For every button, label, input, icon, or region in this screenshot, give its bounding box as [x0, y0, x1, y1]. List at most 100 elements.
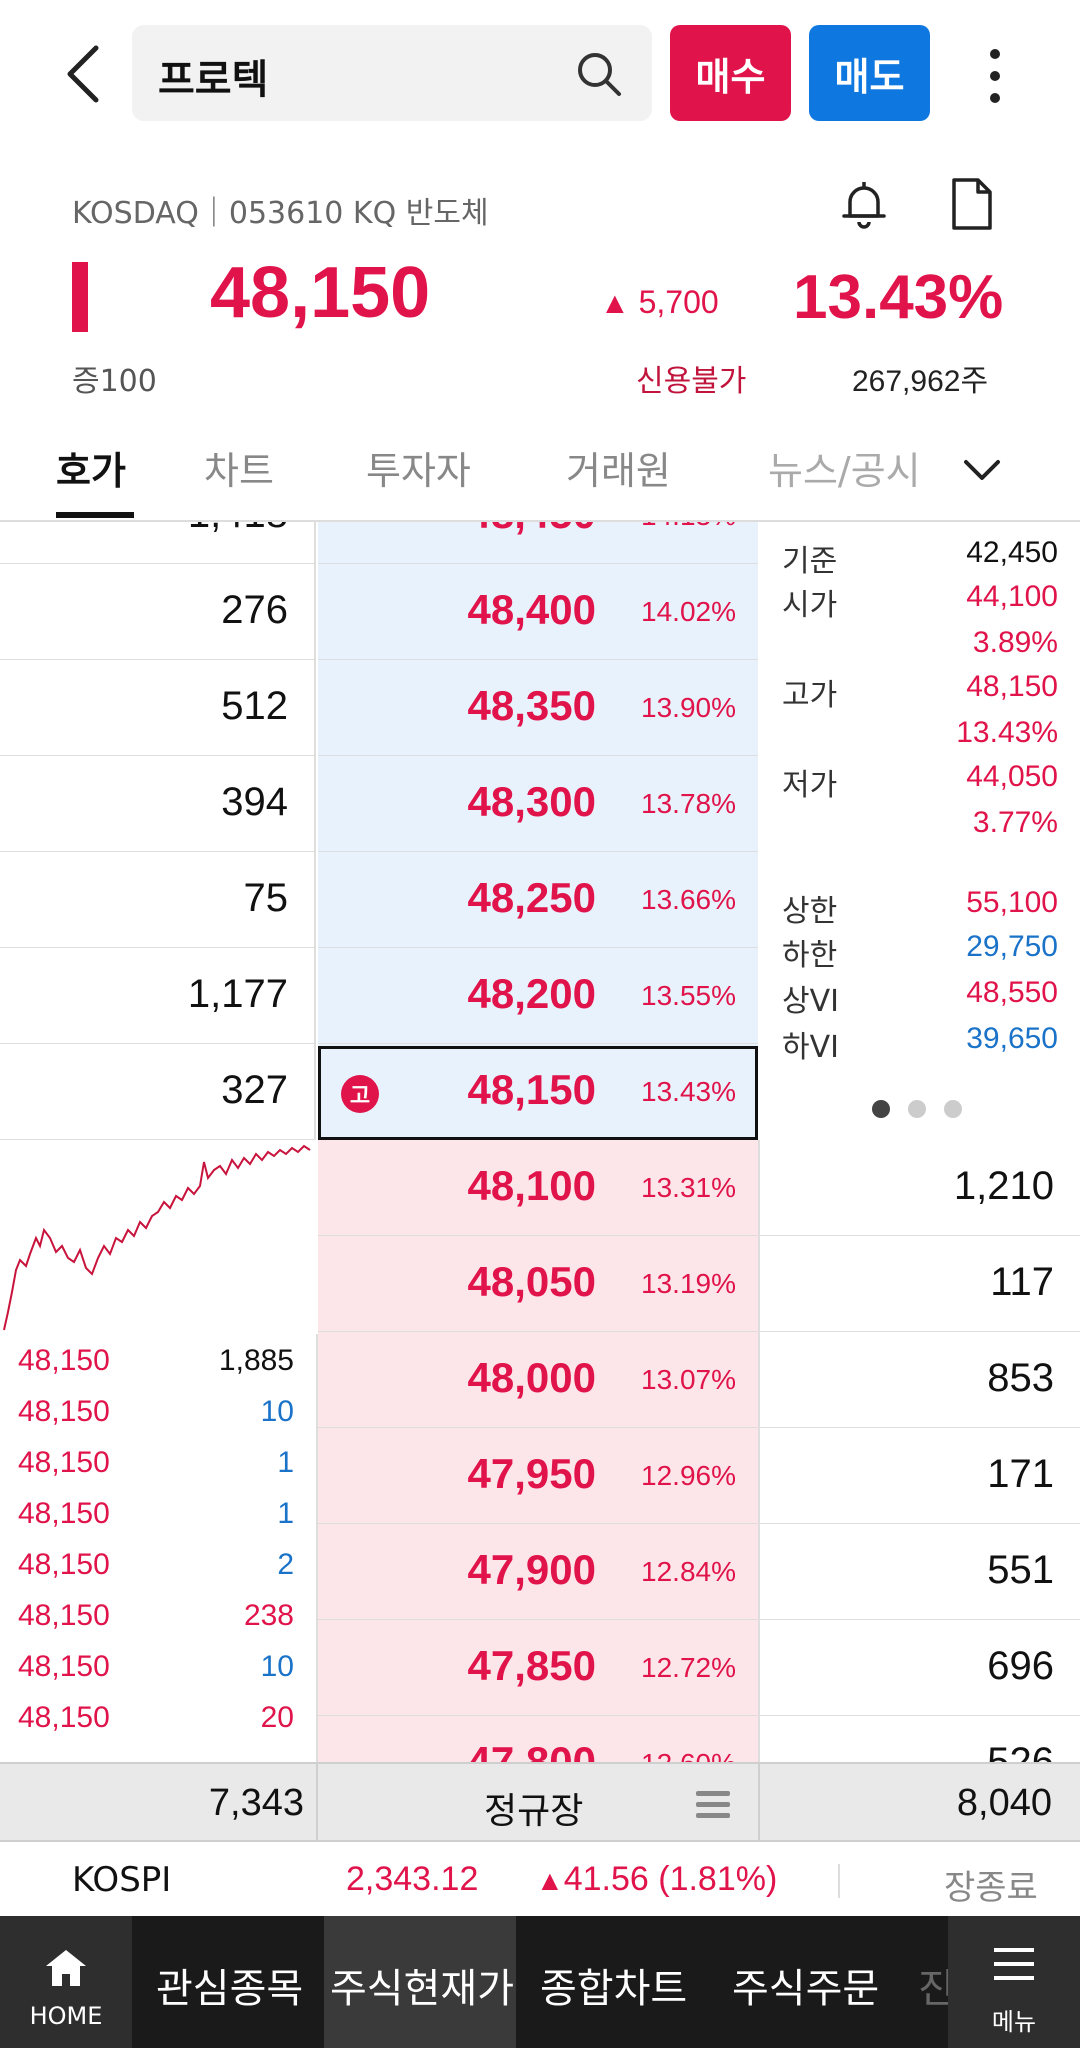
- upper-limit-value: 55,100: [966, 886, 1058, 919]
- ask-price: 48,400: [467, 586, 596, 633]
- bid-row[interactable]: 47,800 12.60% 526: [0, 1716, 1080, 1762]
- triangle-up-icon: ▲: [536, 1865, 564, 1896]
- ask-qty: 512: [221, 684, 288, 728]
- trade-price: 48,150: [18, 1701, 110, 1734]
- bid-rate: 12.72%: [641, 1652, 736, 1683]
- chevron-down-icon[interactable]: [960, 448, 1004, 492]
- ask-price: 48,200: [467, 970, 596, 1017]
- trade-price: 48,150: [18, 1548, 110, 1581]
- sell-button[interactable]: 매도: [809, 25, 930, 121]
- trades-divider: [316, 1334, 318, 1764]
- totals-bar: 7,343 정규장 8,040: [0, 1762, 1080, 1842]
- bid-price: 48,050: [467, 1258, 596, 1305]
- trade-row: 48,150 10: [0, 1395, 316, 1446]
- tab-orderbook[interactable]: 호가: [56, 449, 126, 493]
- back-arrow-icon[interactable]: [58, 42, 114, 106]
- nav-watchlist[interactable]: 관심종목: [156, 1966, 304, 2012]
- base-price-value: 42,450: [966, 536, 1058, 569]
- totals-divider: [316, 1764, 318, 1842]
- ask-qty: 1,177: [187, 972, 288, 1016]
- tabs-divider: [0, 520, 1080, 522]
- trade-price: 48,150: [18, 1650, 110, 1683]
- ask-row[interactable]: 512 48,350 13.90%: [0, 660, 1080, 756]
- buy-button[interactable]: 매수: [670, 25, 791, 121]
- ask-price: 48,350: [467, 682, 596, 729]
- base-price-label: 기준: [782, 544, 838, 579]
- bid-row[interactable]: 47,900 12.84% 551: [0, 1524, 1080, 1620]
- ask-qty: 327: [221, 1068, 288, 1112]
- tab-broker[interactable]: 거래원: [566, 449, 671, 493]
- margin-unit: 증100: [72, 364, 157, 399]
- ask-qty: 75: [243, 876, 289, 920]
- upper-limit-label: 상한: [782, 894, 838, 929]
- tab-investor[interactable]: 투자자: [366, 449, 471, 493]
- bid-row[interactable]: 48,100 13.31% 1,210: [0, 1140, 1080, 1236]
- trade-qty: 10: [260, 1650, 294, 1683]
- trade-qty: 2: [277, 1548, 294, 1581]
- nav-home[interactable]: HOME: [0, 1916, 132, 2048]
- page-dot[interactable]: [944, 1100, 962, 1118]
- ask-qty: 1,418: [187, 492, 288, 536]
- bid-price: 47,800: [467, 1738, 596, 1762]
- trade-qty: 20: [260, 1701, 294, 1734]
- bid-qty: 171: [987, 1452, 1054, 1496]
- search-icon[interactable]: [574, 49, 624, 99]
- ask-row[interactable]: 75 48,250 13.66%: [0, 852, 1080, 948]
- tab-chart[interactable]: 차트: [204, 449, 274, 493]
- bid-qty: 551: [987, 1548, 1054, 1592]
- price-info-panel[interactable]: 기준 42,450 시가 44,100 3.89% 고가 48,150 13.4…: [760, 522, 1080, 1142]
- index-name: KOSPI: [72, 1860, 172, 1900]
- bid-price: 47,900: [467, 1546, 596, 1593]
- ask-row-current[interactable]: 327 48,150 13.43%: [0, 1044, 1080, 1140]
- nav-current-price[interactable]: 주식현재가: [330, 1966, 514, 2012]
- price-change: ▲ 5,700: [600, 284, 719, 321]
- bid-row[interactable]: 47,950 12.96% 171: [0, 1428, 1080, 1524]
- trade-qty: 1,885: [218, 1344, 294, 1377]
- ask-rate: 14.02%: [641, 596, 736, 627]
- ask-row[interactable]: 394 48,300 13.78%: [0, 756, 1080, 852]
- index-change-value: 41.56 (1.81%): [563, 1860, 778, 1898]
- index-ticker[interactable]: KOSPI 2,343.12 ▲41.56 (1.81%) 장종료: [0, 1842, 1080, 1916]
- nav-menu[interactable]: 메뉴: [948, 1916, 1080, 2048]
- index-change: ▲41.56 (1.81%): [536, 1860, 777, 1899]
- bid-row[interactable]: 47,850 12.72% 696: [0, 1620, 1080, 1716]
- nav-chart[interactable]: 종합차트: [540, 1966, 688, 2012]
- session-lines-icon[interactable]: [694, 1786, 732, 1824]
- ask-row[interactable]: 1,418 48,450 14.13%: [0, 492, 1080, 564]
- trade-row: 48,150 1: [0, 1446, 316, 1497]
- ask-row[interactable]: 276 48,400 14.02%: [0, 564, 1080, 660]
- tab-active-indicator: [56, 512, 134, 518]
- session-label[interactable]: 정규장: [484, 1791, 584, 1832]
- search-input[interactable]: 프로텍: [158, 57, 269, 103]
- ask-row[interactable]: 1,177 48,200 13.55%: [0, 948, 1080, 1044]
- bid-rate: 13.07%: [641, 1364, 736, 1395]
- high-price-value: 48,150: [966, 670, 1058, 703]
- nav-order[interactable]: 주식주문: [732, 1966, 880, 2012]
- bid-rate: 12.60%: [641, 1748, 736, 1762]
- trade-qty: 1: [277, 1446, 294, 1479]
- bid-qty: 526: [987, 1740, 1054, 1762]
- bell-icon[interactable]: [836, 176, 892, 232]
- trade-qty: 10: [260, 1395, 294, 1428]
- bid-row[interactable]: 48,000 13.07% 853: [0, 1332, 1080, 1428]
- bid-qty: 853: [987, 1356, 1054, 1400]
- ask-qty: 394: [221, 780, 288, 824]
- more-vertical-icon[interactable]: [975, 46, 1015, 106]
- menu-label: 메뉴: [991, 2008, 1037, 2036]
- current-price-highlight: 고: [318, 1046, 758, 1140]
- page-dot[interactable]: [908, 1100, 926, 1118]
- index-value: 2,343.12: [346, 1860, 479, 1898]
- tab-news[interactable]: 뉴스/공시: [768, 449, 921, 493]
- open-price-rate: 3.89%: [972, 626, 1058, 659]
- ask-rate: 13.78%: [641, 788, 736, 819]
- nav-active-highlight: [324, 1916, 516, 2048]
- lower-limit-value: 29,750: [966, 930, 1058, 963]
- home-icon: [44, 1948, 88, 1988]
- home-label: HOME: [29, 2002, 103, 2030]
- document-icon[interactable]: [946, 176, 998, 232]
- bid-row[interactable]: 48,050 13.19% 117: [0, 1236, 1080, 1332]
- bid-price: 47,850: [467, 1642, 596, 1689]
- page-dot-active[interactable]: [872, 1100, 890, 1118]
- search-bar[interactable]: 프로텍: [132, 25, 652, 121]
- change-rate: 13.43%: [793, 263, 1004, 332]
